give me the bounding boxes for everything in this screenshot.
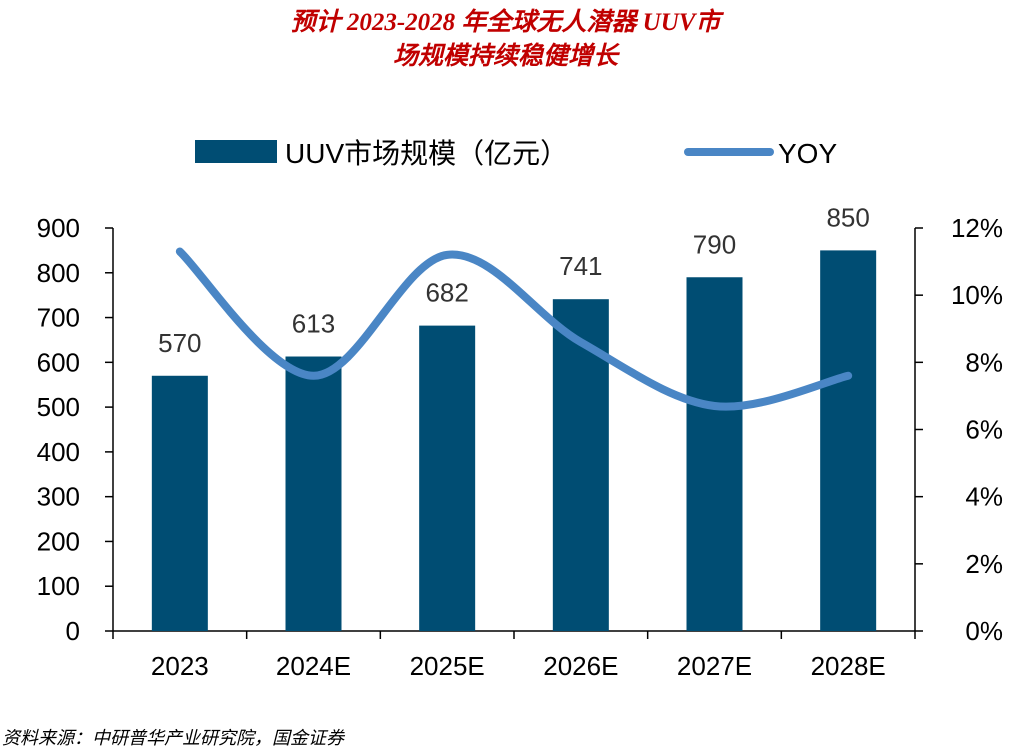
left-tick-label: 900 xyxy=(37,213,80,243)
left-tick-label: 100 xyxy=(37,571,80,601)
legend-bar-swatch xyxy=(195,140,277,163)
right-tick-label: 0% xyxy=(965,616,1003,646)
yoy-line-series xyxy=(175,247,853,411)
x-tick-label: 2023 xyxy=(151,651,209,681)
x-tick-label: 2027E xyxy=(677,651,752,681)
x-tick-label: 2026E xyxy=(543,651,618,681)
bar-series xyxy=(151,250,877,631)
bar-data-label: 613 xyxy=(292,309,335,339)
left-tick-label: 800 xyxy=(37,258,80,288)
bar-data-label: 741 xyxy=(559,251,602,281)
legend-line-label: YOY xyxy=(778,138,837,169)
bar xyxy=(151,375,208,631)
yoy-line xyxy=(175,247,853,411)
right-tick-label: 4% xyxy=(965,482,1003,512)
right-tick-label: 12% xyxy=(951,213,1003,243)
right-tick-label: 10% xyxy=(951,280,1003,310)
left-tick-label: 0 xyxy=(66,616,80,646)
right-tick-label: 6% xyxy=(965,415,1003,445)
bar-data-label: 790 xyxy=(693,229,736,259)
bar xyxy=(419,325,476,631)
axes: 0 100 200 300 400 500 600 700 800 900 0% 2% 4% 6% 8% 10… xyxy=(37,213,1003,681)
left-tick-label: 400 xyxy=(37,437,80,467)
bar-data-label: 850 xyxy=(826,202,869,232)
chart-title-line-1: 预计 2023-2028 年全球无人潜器 UUV市 xyxy=(290,9,721,36)
chart-area: UUV市场规模（亿元） YOY 0 100 200 300 400 500 600 700 80… xyxy=(37,138,1003,681)
bar-data-label: 570 xyxy=(158,328,201,358)
left-tick-label: 200 xyxy=(37,526,80,556)
right-tick-label: 8% xyxy=(965,347,1003,377)
left-tick-label: 700 xyxy=(37,303,80,333)
legend-bar-label: UUV市场规模（亿元） xyxy=(285,138,568,169)
left-tick-label: 500 xyxy=(37,392,80,422)
bar-data-label: 682 xyxy=(425,278,468,308)
bar xyxy=(820,250,877,631)
left-tick-label: 600 xyxy=(37,347,80,377)
x-tick-label: 2024E xyxy=(276,651,351,681)
chart-title-line-2: 场规模持续稳健增长 xyxy=(392,43,618,70)
data-labels: 570 613 682 741 790 850 xyxy=(158,202,870,357)
legend: UUV市场规模（亿元） YOY xyxy=(195,138,837,169)
x-tick-label: 2028E xyxy=(811,651,886,681)
bar xyxy=(686,277,743,631)
x-tick-label: 2025E xyxy=(410,651,485,681)
right-tick-label: 2% xyxy=(965,549,1003,579)
source-note: 资料来源：中研普华产业研究院，国金证券 xyxy=(2,728,344,748)
bar xyxy=(285,356,342,631)
chart-title: 预计 2023-2028 年全球无人潜器 UUV市 场规模持续稳健增长 xyxy=(0,6,1011,74)
left-tick-label: 300 xyxy=(37,482,80,512)
bar xyxy=(552,299,609,631)
